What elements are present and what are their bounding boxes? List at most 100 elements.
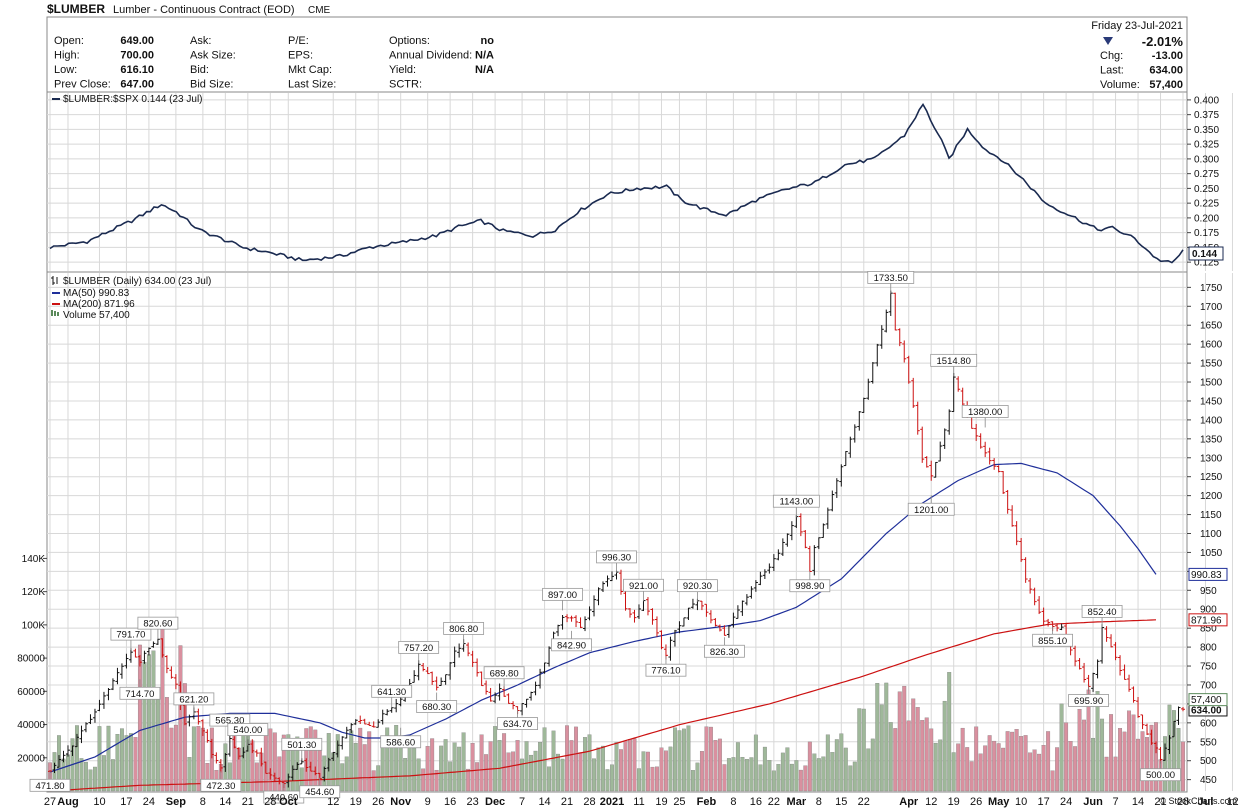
y-tick-label: 1300	[1200, 453, 1223, 464]
y-tick-label: 1650	[1200, 321, 1223, 332]
volume-bar	[1091, 737, 1096, 792]
volume-bar	[452, 742, 457, 792]
volume-bar	[1055, 747, 1060, 792]
y-tick-label: 600	[1200, 718, 1217, 729]
quote-value: 634.00	[1149, 65, 1183, 77]
volume-bar	[1109, 714, 1114, 792]
volume-bar	[664, 750, 668, 792]
x-tick-label: Dec	[485, 796, 505, 808]
volume-bar	[646, 751, 650, 792]
annotation-label: 500.00	[1146, 770, 1175, 781]
x-tick-label: 22	[768, 796, 780, 808]
volume-bar	[93, 766, 97, 792]
x-tick-label: Sep	[166, 796, 186, 808]
volume-bar	[340, 763, 345, 792]
volume-bar	[371, 770, 376, 792]
volume-bar	[677, 730, 682, 792]
x-tick-label: Oct	[279, 796, 298, 808]
volume-bar	[1176, 728, 1181, 792]
annotation-label: 586.60	[386, 737, 415, 748]
volume-bar	[425, 746, 430, 792]
annotation-box	[542, 587, 583, 601]
volume-bar	[983, 745, 988, 792]
x-tick-label: 12	[925, 796, 937, 808]
symbol-exchange: CME	[308, 5, 331, 16]
volume-bar	[155, 697, 160, 792]
volume-bar	[848, 765, 853, 792]
price-legend: $LUMBER (Daily) 634.00 (23 Jul)	[63, 276, 211, 287]
volume-bar	[353, 743, 358, 792]
volume-bar	[870, 738, 875, 792]
volume-bar	[879, 704, 884, 792]
volume-bar	[146, 654, 151, 792]
annotation-label: 1733.50	[874, 273, 908, 284]
volume-bar	[470, 743, 475, 792]
y-tick-label: 1450	[1200, 396, 1223, 407]
volume-bar	[632, 738, 637, 792]
volume-bar	[272, 732, 277, 792]
annotation-label: 472.30	[206, 781, 235, 792]
ma50-last-box	[1188, 567, 1228, 581]
annotation-box	[110, 627, 152, 641]
annotation-box	[443, 622, 485, 635]
volume-bar	[668, 746, 673, 792]
annotation-box	[704, 644, 745, 658]
volume-bar	[182, 683, 187, 792]
quote-pct-change: -2.01%	[1142, 34, 1184, 49]
volume-bar	[448, 761, 453, 792]
volume-bar	[1032, 749, 1037, 792]
volume-bar	[650, 766, 655, 792]
volume-bar	[560, 758, 565, 792]
volume-bar	[1149, 724, 1154, 792]
volume-bar	[466, 768, 471, 792]
volume-bar	[816, 758, 821, 792]
volume-bar	[1154, 722, 1158, 792]
volume-bar	[191, 726, 196, 792]
volume-bar	[511, 751, 516, 792]
annotation-box	[416, 700, 458, 713]
volume-bar	[843, 747, 848, 792]
x-tick-label: 2021	[600, 796, 624, 808]
volume-bar	[1113, 756, 1118, 792]
quote-value: N/A	[475, 64, 494, 76]
quote-label: Prev Close:	[54, 79, 111, 91]
y-tick-label: 1250	[1200, 472, 1223, 483]
price-panel: 4505005506006507007508008509009501000105…	[17, 271, 1239, 808]
annotation-box	[119, 686, 161, 700]
volume-tick-label: 40000	[17, 720, 45, 731]
annotation-box	[677, 579, 718, 593]
y-tick-label: 0.350	[1194, 125, 1219, 136]
quote-label: Yield:	[389, 64, 416, 76]
x-tick-label: 23	[467, 796, 479, 808]
y-tick-label: 1150	[1200, 510, 1222, 521]
volume-bar	[137, 644, 142, 792]
volume-bar	[852, 761, 857, 792]
volume-bar	[443, 739, 448, 792]
volume-tick-label: 100K	[22, 620, 46, 631]
volume-bar	[592, 758, 596, 792]
y-tick-label: 0.250	[1194, 184, 1219, 195]
annotation-box	[551, 638, 592, 652]
annotation-label: 806.80	[449, 624, 478, 635]
annotation-label: 776.10	[651, 666, 680, 677]
annotation-box	[907, 502, 955, 516]
volume-bar	[956, 743, 961, 792]
volume-bar	[857, 708, 862, 792]
volume-bar	[803, 765, 808, 792]
y-tick-label: 800	[1200, 643, 1217, 654]
annotation-box	[623, 578, 664, 592]
x-tick-label: Jun	[1083, 796, 1103, 808]
volume-bar	[385, 727, 390, 792]
volume-bar	[614, 742, 619, 792]
volume-bar	[596, 747, 601, 792]
annotation-label: 641.30	[377, 687, 406, 698]
volume-bar	[947, 672, 952, 792]
volume-bar	[605, 769, 610, 792]
volume-bar	[673, 727, 677, 792]
x-tick-label: 15	[835, 796, 847, 808]
volume-bar	[583, 737, 587, 792]
x-tick-label: 16	[750, 796, 762, 808]
quote-value: no	[481, 35, 495, 47]
